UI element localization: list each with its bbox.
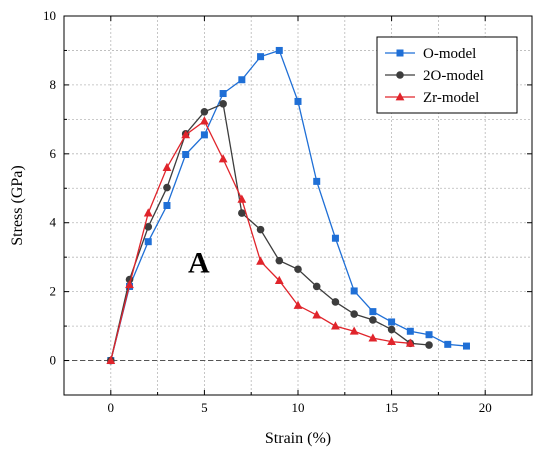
data-point-square xyxy=(425,331,433,339)
data-point-square xyxy=(182,151,190,159)
legend-label: O-model xyxy=(423,46,476,62)
data-point-square xyxy=(294,97,302,105)
data-point-triangle xyxy=(143,208,153,217)
y-tick-label: 2 xyxy=(50,284,57,299)
axis-ticks: 0 5 10 15 20 0 2 4 6 8 10 xyxy=(43,8,533,415)
legend-label: 2O-model xyxy=(423,68,484,84)
data-point-square xyxy=(219,90,227,98)
data-point-triangle xyxy=(274,275,284,285)
data-point-triangle xyxy=(200,116,209,125)
data-point-triangle xyxy=(405,338,415,347)
data-point-circle xyxy=(275,256,284,265)
data-point-square xyxy=(200,131,208,139)
data-point-square xyxy=(462,342,470,350)
y-tick-label: 8 xyxy=(50,77,57,92)
data-point-circle xyxy=(312,282,321,291)
x-tick-label: 15 xyxy=(385,400,398,415)
data-point-triangle xyxy=(237,194,247,203)
data-point-square xyxy=(350,287,358,295)
data-point-circle xyxy=(396,71,404,79)
data-point-square xyxy=(238,76,246,84)
legend-entry-2o-model: 2O-model xyxy=(385,68,484,84)
data-point-triangle xyxy=(395,92,405,101)
data-point-circle xyxy=(387,325,396,334)
data-point-triangle xyxy=(387,336,396,345)
data-point-square xyxy=(369,308,377,316)
x-tick-label: 10 xyxy=(292,400,305,415)
data-point-circle xyxy=(350,310,358,318)
data-point-circle xyxy=(200,107,209,116)
data-point-triangle xyxy=(162,162,172,171)
data-point-triangle xyxy=(312,310,322,319)
legend-label: Zr-model xyxy=(423,90,479,106)
data-point-circle xyxy=(331,298,340,306)
data-point-square xyxy=(331,234,339,242)
legend-entry-o-model: O-model xyxy=(385,46,476,62)
data-point-triangle xyxy=(331,321,340,330)
y-tick-label: 4 xyxy=(50,215,57,230)
data-point-triangle xyxy=(181,130,191,139)
data-point-circle xyxy=(425,341,433,349)
y-tick-label: 0 xyxy=(50,353,57,368)
data-point-square xyxy=(144,238,152,246)
data-point-square xyxy=(406,327,414,335)
data-point-triangle xyxy=(256,256,265,265)
data-point-triangle xyxy=(293,300,303,309)
data-point-circle xyxy=(256,225,265,234)
y-axis-title: Stress (GPa) xyxy=(9,165,26,245)
x-axis-title: Strain (%) xyxy=(265,430,331,447)
data-point-square xyxy=(275,46,283,54)
data-point-square xyxy=(163,202,171,209)
data-point-circle xyxy=(144,223,153,231)
legend: O-model 2O-model Zr-model xyxy=(376,36,518,114)
series-zr-model xyxy=(106,116,415,364)
data-point-circle xyxy=(238,209,246,217)
data-point-square xyxy=(313,177,321,185)
data-point-circle xyxy=(294,265,302,274)
data-point-triangle xyxy=(106,355,116,364)
data-point-triangle xyxy=(125,279,134,289)
series-group xyxy=(106,46,470,365)
data-point-square xyxy=(388,318,396,326)
y-tick-label: 10 xyxy=(43,8,56,23)
x-tick-label: 5 xyxy=(201,400,208,415)
data-point-triangle xyxy=(368,333,378,342)
data-point-circle xyxy=(219,100,227,108)
x-tick-label: 0 xyxy=(108,400,115,415)
data-point-square xyxy=(444,340,452,348)
data-point-circle xyxy=(369,316,377,324)
y-tick-label: 6 xyxy=(50,146,57,161)
data-point-triangle xyxy=(349,326,359,335)
data-point-circle xyxy=(163,183,171,192)
panel-label: A xyxy=(188,247,210,280)
data-point-square xyxy=(257,53,265,61)
legend-entry-zr-model: Zr-model xyxy=(385,90,479,106)
x-tick-label: 20 xyxy=(479,400,492,415)
data-point-triangle xyxy=(218,154,228,163)
data-point-square xyxy=(396,49,404,57)
